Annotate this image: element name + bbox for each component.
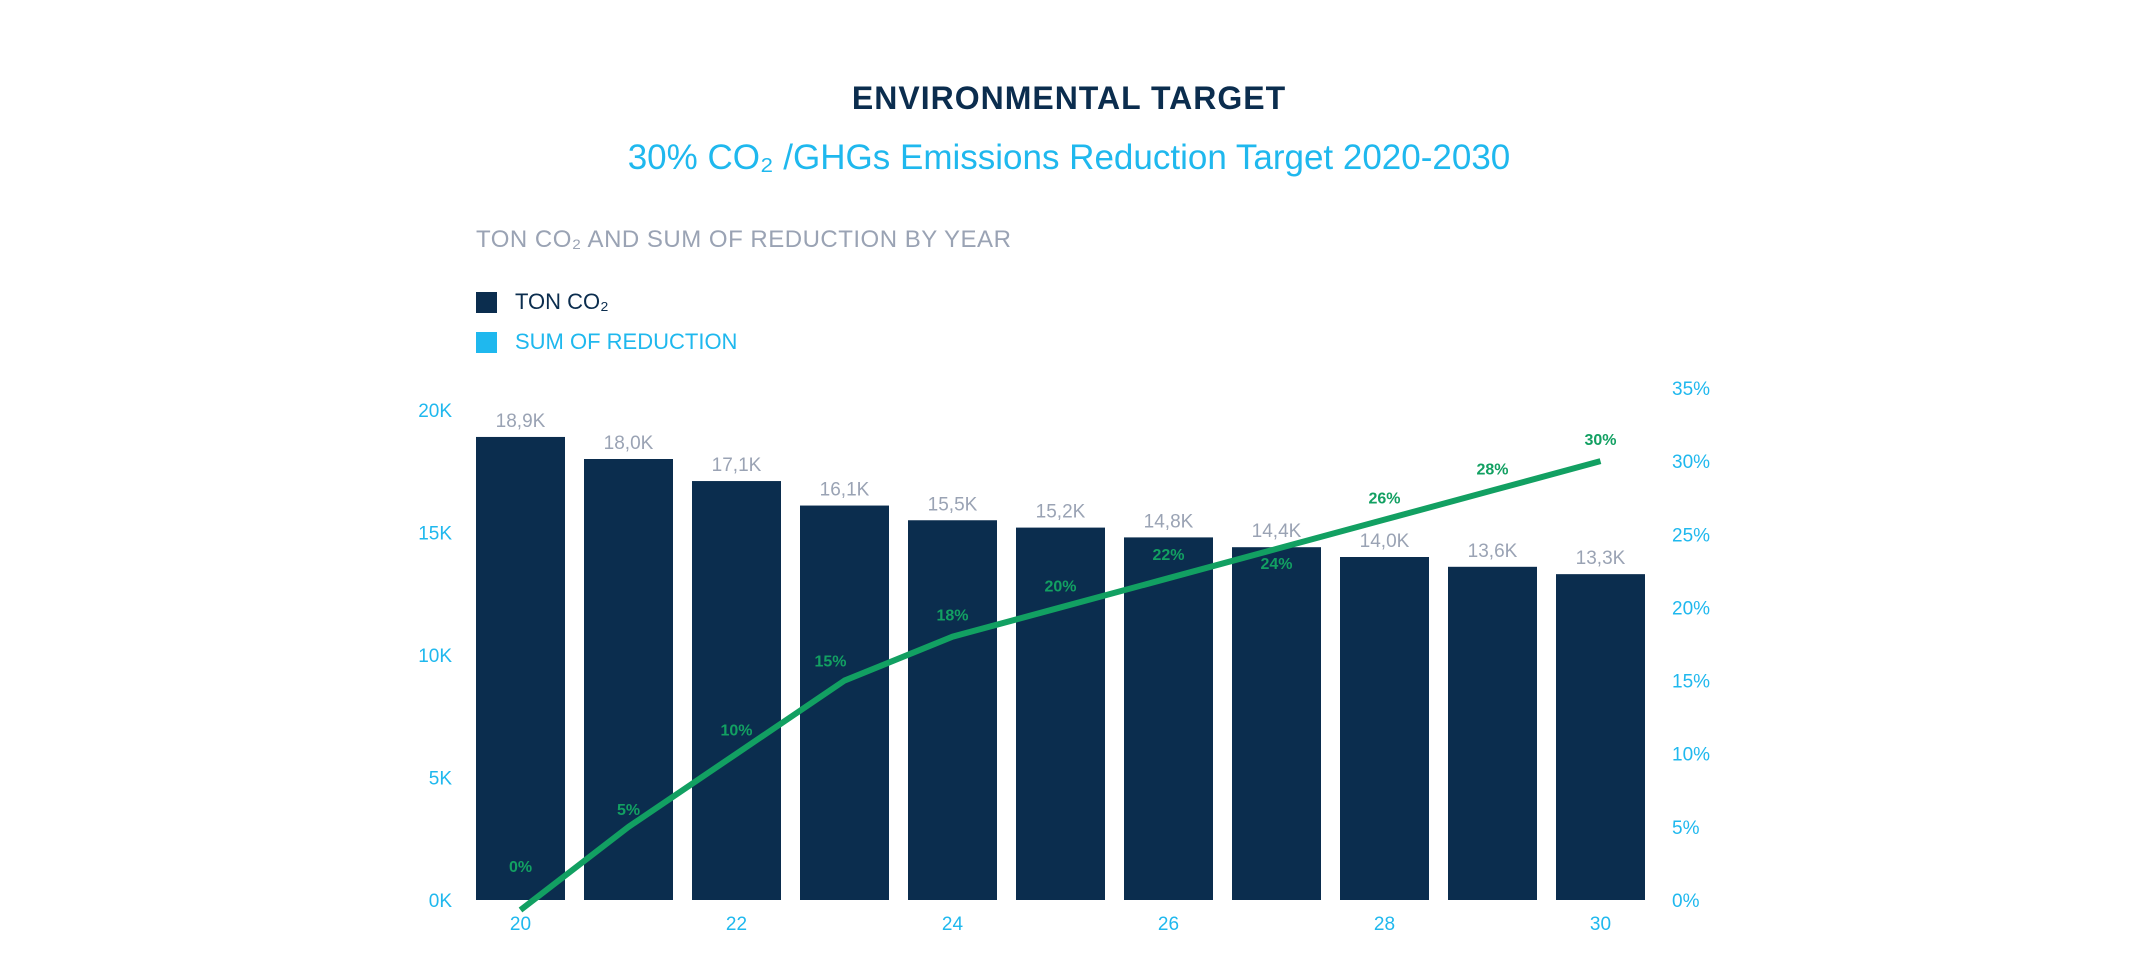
page-title: ENVIRONMENTAL TARGET (851, 80, 1287, 116)
line-label-30: 30% (1584, 432, 1616, 449)
legend-label-ton-co2: TON CO₂ (515, 289, 609, 314)
bar-label-23: 16,1K (820, 480, 870, 501)
y-right-tick-10%: 10% (1672, 745, 1710, 766)
y-right-tick-35%: 35% (1672, 379, 1710, 400)
x-tick-26: 26 (1158, 914, 1179, 935)
bar-label-22: 17,1K (712, 455, 762, 476)
x-tick-24: 24 (942, 914, 964, 935)
line-label-28: 26% (1368, 491, 1400, 508)
line-label-26: 22% (1152, 547, 1184, 564)
y-right-tick-25%: 25% (1672, 525, 1710, 546)
bar-label-25: 15,2K (1036, 502, 1086, 523)
bar-label-21: 18,0K (604, 433, 654, 454)
bar-ton-co2-28 (1340, 557, 1429, 900)
bar-ton-co2-20 (476, 436, 565, 900)
x-tick-22: 22 (726, 914, 747, 935)
legend-swatch-ton-co2 (476, 291, 497, 313)
y-right-tick-5%: 5% (1672, 818, 1700, 839)
bar-label-30: 13,3K (1576, 548, 1626, 569)
bar-label-29: 13,6K (1468, 541, 1518, 562)
bar-ton-co2-25 (1016, 527, 1105, 900)
y-left-tick-15K: 15K (418, 524, 452, 545)
bar-ton-co2-26 (1124, 537, 1213, 900)
line-label-20: 0% (509, 859, 532, 876)
bar-ton-co2-29 (1448, 566, 1537, 900)
bar-ton-co2-30 (1556, 574, 1645, 900)
y-left-tick-10K: 10K (418, 646, 452, 667)
x-tick-30: 30 (1590, 914, 1611, 935)
line-label-29: 28% (1476, 461, 1508, 478)
page-subtitle: 30% CO₂ /GHGs Emissions Reduction Target… (627, 138, 1511, 177)
bar-ton-co2-24 (908, 520, 997, 900)
bar-label-28: 14,0K (1360, 531, 1410, 552)
y-right-tick-20%: 20% (1672, 598, 1710, 619)
line-sum-of-reduction (518, 458, 1602, 913)
bar-label-20: 18,9K (496, 411, 546, 432)
bar-label-26: 14,8K (1144, 511, 1194, 532)
legend-label-sum-of-reduction: SUM OF REDUCTION (515, 329, 738, 354)
legend-item-sum-of-reduction: SUM OF REDUCTION (476, 322, 737, 362)
x-tick-20: 20 (510, 914, 531, 935)
y-left-tick-0K: 0K (429, 891, 453, 912)
chart-legend: TON CO₂ SUM OF REDUCTION (476, 282, 737, 362)
bar-ton-co2-22 (692, 481, 781, 900)
y-left-tick-20K: 20K (418, 401, 452, 422)
bar-label-24: 15,5K (928, 494, 978, 515)
line-label-21: 5% (617, 802, 640, 819)
y-right-tick-0%: 0% (1672, 891, 1700, 912)
legend-swatch-sum-of-reduction (476, 331, 497, 353)
line-label-23: 15% (814, 654, 846, 671)
y-right-tick-15%: 15% (1672, 672, 1710, 693)
chart-title: TON CO₂ AND SUM OF REDUCTION BY YEAR (476, 226, 1012, 253)
bar-ton-co2-27 (1232, 547, 1321, 900)
line-label-25: 20% (1044, 578, 1076, 595)
legend-item-ton-co2: TON CO₂ (476, 282, 737, 322)
line-label-22: 10% (720, 723, 752, 740)
line-label-27: 24% (1260, 556, 1292, 573)
y-left-tick-5K: 5K (429, 769, 453, 790)
y-right-tick-30%: 30% (1672, 452, 1710, 473)
bar-ton-co2-21 (584, 459, 673, 900)
x-tick-28: 28 (1374, 914, 1395, 935)
bar-label-27: 14,4K (1252, 521, 1302, 542)
line-label-24: 18% (936, 608, 968, 625)
